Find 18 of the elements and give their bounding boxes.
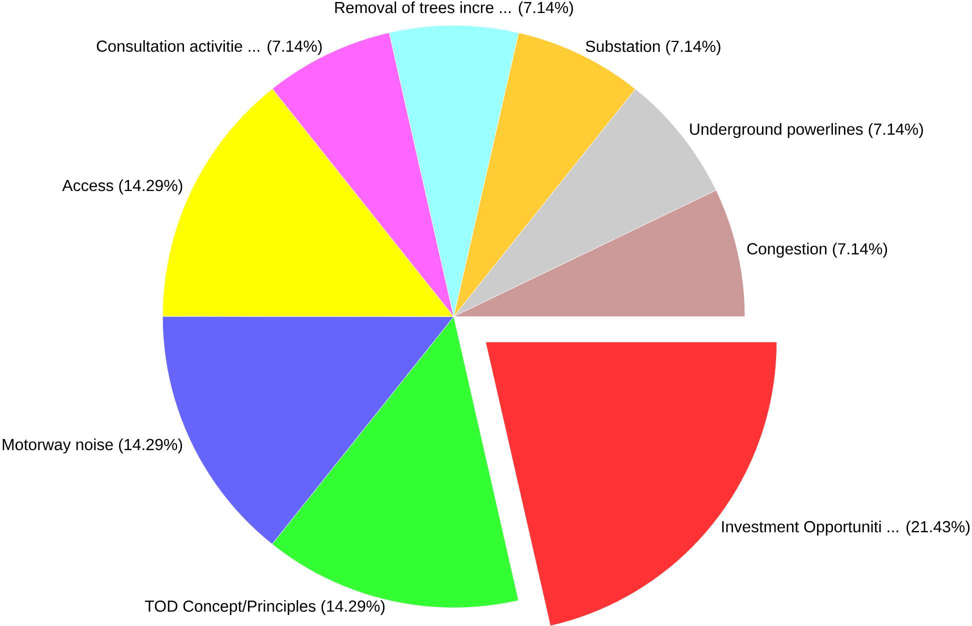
data-label: (7.14%) [832, 242, 888, 258]
data-label: (14.29%) [322, 600, 385, 615]
data-label: (14.29%) [119, 179, 182, 194]
slice-label: Access [62, 180, 114, 192]
data-label: (14.29%) [119, 438, 182, 454]
data-label: (21.43%) [906, 520, 970, 536]
slice-label: Congestion [747, 242, 826, 258]
data-label: (7.14%) [518, 1, 573, 16]
data-label: (7.14%) [268, 40, 322, 55]
slice-label: Removal of trees incre ... [335, 1, 510, 14]
slice-label: Motorway noise [2, 438, 113, 454]
slice-label: Underground powerlines [690, 123, 863, 138]
slice-label: Substation [586, 40, 660, 52]
slice-label: TOD Concept/Principles [144, 600, 316, 615]
data-label: (7.14%) [868, 123, 923, 138]
slice-label: Consultation activitie ... [96, 40, 260, 52]
data-label: (7.14%) [666, 40, 720, 56]
slice-label: Investment Opportuniti ... [722, 520, 898, 536]
